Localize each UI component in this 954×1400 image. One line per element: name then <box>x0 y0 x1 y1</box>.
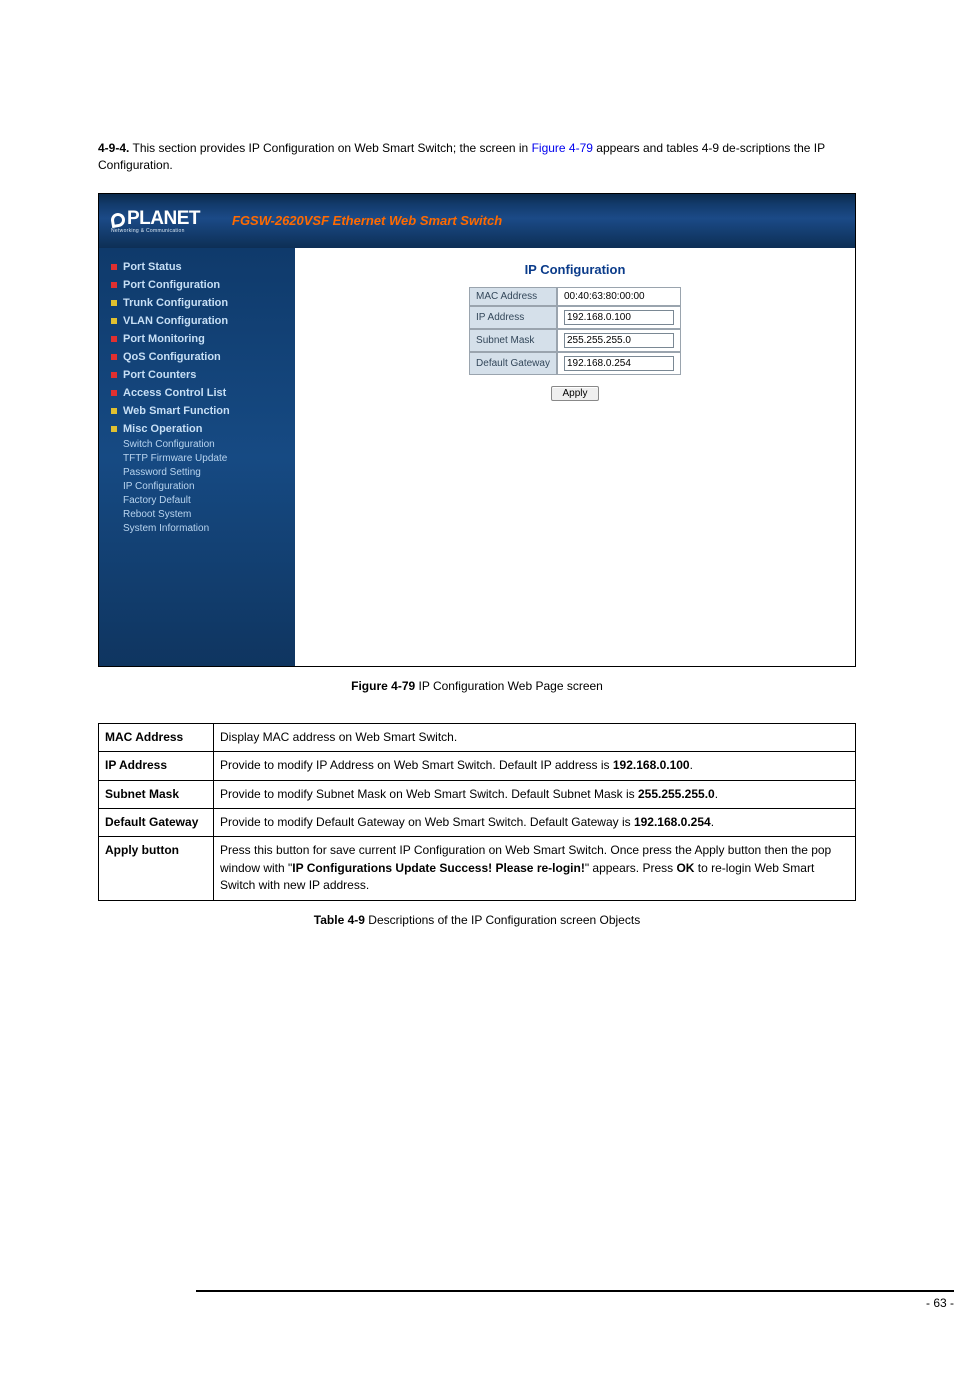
sidebar-item-misc-operation[interactable]: Misc Operation <box>111 420 285 438</box>
table-caption: Table 4-9 Descriptions of the IP Configu… <box>98 913 856 927</box>
table-row: MAC Address Display MAC address on Web S… <box>99 723 856 751</box>
description-cell: Provide to modify Default Gateway on Web… <box>214 808 856 836</box>
sidebar-item-port-monitoring[interactable]: Port Monitoring <box>111 330 285 348</box>
sidebar-item-label: Port Configuration <box>123 279 220 291</box>
figure-tag: Figure 4-79 <box>351 679 415 693</box>
subnet-mask-label: Subnet Mask <box>469 329 557 352</box>
bullet-icon <box>111 318 117 324</box>
bullet-icon <box>111 264 117 270</box>
table-row: IP Address Provide to modify IP Address … <box>99 752 856 780</box>
object-cell: IP Address <box>99 752 214 780</box>
mac-address-value: 00:40:63:80:00:00 <box>564 291 645 302</box>
sidebar-item-label: VLAN Configuration <box>123 315 228 327</box>
bullet-icon <box>111 390 117 396</box>
page-footer: - 63 - <box>196 1290 954 1310</box>
logo-icon <box>110 212 126 228</box>
table-row: Subnet Mask Provide to modify Subnet Mas… <box>99 780 856 808</box>
page-number: - 63 - <box>196 1296 954 1310</box>
figure-caption-text: IP Configuration Web Page screen <box>415 679 603 693</box>
mac-address-label: MAC Address <box>469 287 557 306</box>
sidebar-item-label: Web Smart Function <box>123 405 230 417</box>
panel-title: IP Configuration <box>315 262 835 277</box>
bullet-icon <box>111 426 117 432</box>
sidebar-item-label: Port Counters <box>123 369 196 381</box>
ip-config-form: MAC Address 00:40:63:80:00:00 IP Address… <box>469 287 681 375</box>
apply-button[interactable]: Apply <box>551 386 598 401</box>
section-number: 4-9-4. <box>98 141 129 155</box>
default-gateway-label: Default Gateway <box>469 352 557 375</box>
description-cell: Provide to modify Subnet Mask on Web Sma… <box>214 780 856 808</box>
figure-reference-link[interactable]: Figure 4-79 <box>532 141 593 155</box>
bullet-icon <box>111 372 117 378</box>
object-cell: Subnet Mask <box>99 780 214 808</box>
main-panel: IP Configuration MAC Address 00:40:63:80… <box>295 248 855 666</box>
default-gateway-input[interactable] <box>564 356 674 371</box>
sidebar-subitem-tftp-firmware-update[interactable]: TFTP Firmware Update <box>111 452 285 466</box>
screenshot-container: PLANET Networking & Communication FGSW-2… <box>98 193 856 667</box>
sidebar-item-port-counters[interactable]: Port Counters <box>111 366 285 384</box>
sidebar-item-label: Port Status <box>123 261 182 273</box>
bullet-icon <box>111 336 117 342</box>
screenshot-header: PLANET Networking & Communication FGSW-2… <box>99 194 855 248</box>
ip-address-input[interactable] <box>564 310 674 325</box>
description-cell: Provide to modify IP Address on Web Smar… <box>214 752 856 780</box>
logo-text: PLANET <box>127 208 200 230</box>
ip-address-label: IP Address <box>469 306 557 329</box>
sidebar-subitem-reboot-system[interactable]: Reboot System <box>111 508 285 522</box>
sidebar-subitem-system-information[interactable]: System Information <box>111 522 285 536</box>
sidebar-item-web-smart-function[interactable]: Web Smart Function <box>111 402 285 420</box>
sidebar-item-label: Access Control List <box>123 387 226 399</box>
footer-rule <box>196 1290 954 1292</box>
table-row: Apply button Press this button for save … <box>99 837 856 900</box>
intro-prefix: This section provides IP Configuration o… <box>132 141 531 155</box>
bullet-icon <box>111 408 117 414</box>
bullet-icon <box>111 282 117 288</box>
sidebar-item-label: Misc Operation <box>123 423 202 435</box>
description-cell: Display MAC address on Web Smart Switch. <box>214 723 856 751</box>
sidebar-subitem-ip-configuration[interactable]: IP Configuration <box>111 480 285 494</box>
sidebar-item-trunk-configuration[interactable]: Trunk Configuration <box>111 294 285 312</box>
banner-title: FGSW-2620VSF Ethernet Web Smart Switch <box>232 213 502 228</box>
sidebar-subitem-switch-configuration[interactable]: Switch Configuration <box>111 438 285 452</box>
sidebar-subitem-password-setting[interactable]: Password Setting <box>111 466 285 480</box>
description-cell: Press this button for save current IP Co… <box>214 837 856 900</box>
sidebar-item-label: QoS Configuration <box>123 351 221 363</box>
object-cell: Default Gateway <box>99 808 214 836</box>
object-cell: Apply button <box>99 837 214 900</box>
sidebar-item-label: Port Monitoring <box>123 333 205 345</box>
description-table: MAC Address Display MAC address on Web S… <box>98 723 856 901</box>
table-row: Default Gateway Provide to modify Defaul… <box>99 808 856 836</box>
sidebar-subitem-factory-default[interactable]: Factory Default <box>111 494 285 508</box>
object-cell: MAC Address <box>99 723 214 751</box>
sidebar-item-port-status[interactable]: Port Status <box>111 258 285 276</box>
table-tag: Table 4-9 <box>314 913 365 927</box>
sidebar-nav: Port Status Port Configuration Trunk Con… <box>99 248 295 666</box>
bullet-icon <box>111 354 117 360</box>
sidebar-item-access-control-list[interactable]: Access Control List <box>111 384 285 402</box>
brand-logo: PLANET <box>111 208 200 230</box>
sidebar-item-vlan-configuration[interactable]: VLAN Configuration <box>111 312 285 330</box>
sidebar-item-qos-configuration[interactable]: QoS Configuration <box>111 348 285 366</box>
table-caption-text: Descriptions of the IP Configuration scr… <box>365 913 640 927</box>
sidebar-item-label: Trunk Configuration <box>123 297 228 309</box>
figure-caption: Figure 4-79 IP Configuration Web Page sc… <box>98 679 856 693</box>
sidebar-item-port-configuration[interactable]: Port Configuration <box>111 276 285 294</box>
subnet-mask-input[interactable] <box>564 333 674 348</box>
bullet-icon <box>111 300 117 306</box>
intro-paragraph: 4-9-4. This section provides IP Configur… <box>98 140 856 175</box>
